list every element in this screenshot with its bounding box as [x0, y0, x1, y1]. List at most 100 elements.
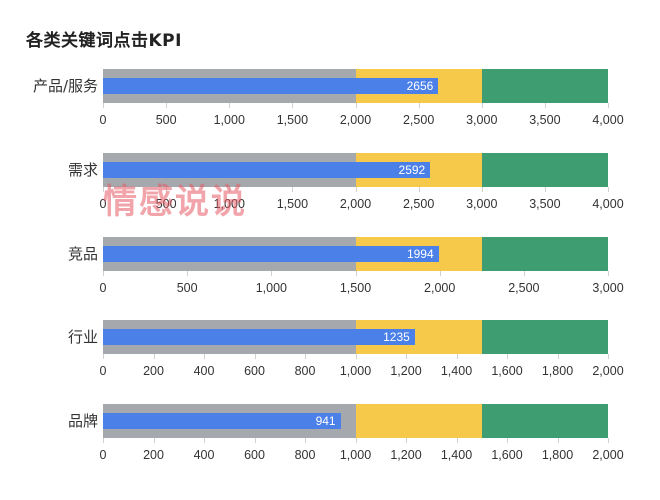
axis-tick-label: 2,500: [402, 113, 435, 127]
axis-tick-label: 4,000: [592, 113, 624, 127]
bullet-row: 需求 2592 0 500 1,000 1,500 2,000 2,500 3,000 3,500…: [0, 153, 660, 233]
bullet-plot: 2656: [103, 69, 608, 103]
axis-tick-label: 1,800: [541, 448, 574, 462]
axis-tick-label: 1,400: [440, 448, 473, 462]
row-label: 需求: [67, 161, 98, 179]
axis-tick-label: 1,500: [339, 281, 372, 295]
axis-tick-label: 3,500: [529, 197, 561, 211]
actual-value-bar[interactable]: 2592: [103, 162, 431, 178]
actual-value-bar[interactable]: 2656: [103, 78, 439, 94]
bar-value-label: 2656: [406, 79, 434, 93]
actual-value-bar[interactable]: 941: [103, 413, 341, 429]
axis-tick-label: 800: [294, 364, 316, 378]
axis-tick: [608, 103, 609, 108]
axis-tick: [292, 187, 294, 192]
actual-value-bar[interactable]: 1235: [103, 329, 415, 345]
axis-tick: [187, 271, 189, 276]
axis-tick-label: 1,800: [541, 364, 574, 378]
row-label: 产品/服务: [32, 77, 98, 95]
axis-tick: [103, 187, 104, 192]
row-label: 品牌: [67, 412, 98, 430]
range-band-good: [481, 237, 608, 271]
axis-tick-label: 3,000: [466, 197, 498, 211]
axis-tick-label: 200: [143, 364, 164, 378]
axis-tick-label: 1,200: [390, 364, 422, 378]
axis-tick-label: 1,200: [390, 448, 422, 462]
bullet-plot: 2592: [103, 153, 608, 187]
axis-tick-label: 400: [193, 448, 215, 462]
axis-tick: [254, 438, 256, 443]
axis-tick-label: 2,000: [339, 197, 372, 211]
axis-tick: [355, 103, 357, 108]
bar-value-label: 1994: [406, 247, 434, 261]
axis-tick-label: 1,000: [213, 113, 245, 127]
axis-tick-label: 400: [193, 364, 215, 378]
axis-tick-label: 500: [155, 197, 177, 211]
axis-tick-label: 1,000: [213, 197, 245, 211]
x-axis: 0 500 1,000 1,500 2,000 2,500 3,000: [100, 271, 624, 301]
x-axis: 0 200 400 600 800 1,000 1,200 1,400 1,600 1,800 2,…: [100, 438, 624, 468]
axis-tick-label: 500: [176, 281, 198, 295]
axis-tick-label: 1,000: [339, 448, 372, 462]
axis-tick: [523, 271, 525, 276]
axis-tick-label: 3,000: [466, 113, 498, 127]
axis-tick: [271, 271, 273, 276]
axis-tick: [355, 187, 357, 192]
axis-tick: [406, 438, 407, 443]
chart-title: 各类关键词点击KPI: [26, 31, 182, 51]
axis-tick: [204, 354, 205, 359]
row-label: 行业: [67, 328, 98, 346]
axis-tick: [153, 354, 155, 359]
bullet-row: 竞品 1994 0 500 1,000 1,500 2,000 2,500 3,000: [0, 237, 660, 317]
axis-tick-label: 1,600: [491, 364, 523, 378]
bar-value-label: 2592: [398, 163, 426, 177]
axis-tick-label: 600: [244, 364, 265, 378]
axis-tick-label: 0: [99, 113, 107, 127]
axis-tick: [507, 438, 508, 443]
axis-tick: [355, 271, 357, 276]
bullet-plot: 941: [103, 404, 608, 438]
range-band-good: [481, 69, 608, 103]
axis-tick: [103, 438, 104, 443]
axis-tick: [544, 103, 546, 108]
axis-tick: [557, 354, 559, 359]
axis-tick: [355, 438, 357, 443]
axis-tick-label: 2,500: [508, 281, 540, 295]
axis-tick: [507, 354, 508, 359]
axis-tick: [166, 103, 168, 108]
axis-tick-label: 800: [294, 448, 316, 462]
x-axis: 0 200 400 600 800 1,000 1,200 1,400 1,600 1,800 2,…: [100, 354, 624, 384]
axis-tick-label: 1,000: [339, 364, 372, 378]
bullet-row: 产品/服务 2656 0 500 1,000 1,500 2,000 2,500 3,000 3,…: [0, 69, 660, 149]
axis-tick: [456, 438, 458, 443]
axis-tick: [355, 354, 357, 359]
range-band-good: [481, 320, 608, 354]
axis-tick-label: 2,000: [424, 281, 456, 295]
axis-tick-label: 1,500: [276, 113, 309, 127]
axis-tick-label: 1,000: [255, 281, 287, 295]
axis-tick-label: 2,000: [339, 113, 372, 127]
axis-tick: [229, 103, 231, 108]
axis-tick-label: 1,600: [491, 448, 523, 462]
axis-tick: [305, 438, 306, 443]
axis-tick: [406, 354, 407, 359]
axis-tick-label: 2,000: [592, 448, 624, 462]
bullet-row: 行业 1235 0 200 400 600 800 1,000 1,200 1,400 1,600 1…: [0, 320, 660, 400]
axis-tick: [254, 354, 256, 359]
axis-tick: [481, 187, 483, 192]
bar-value-label: 1235: [383, 330, 410, 344]
axis-tick: [557, 438, 559, 443]
axis-tick: [153, 438, 155, 443]
x-axis: 0 500 1,000 1,500 2,000 2,500 3,000 3,500 4,000: [99, 103, 624, 133]
axis-tick: [103, 271, 104, 276]
axis-tick: [544, 187, 546, 192]
axis-tick: [103, 103, 104, 108]
axis-tick-label: 1,500: [276, 197, 309, 211]
axis-tick: [608, 271, 609, 276]
actual-value-bar[interactable]: 1994: [103, 246, 439, 262]
axis-tick-label: 3,500: [529, 113, 561, 127]
axis-tick: [608, 438, 609, 443]
axis-tick: [103, 354, 104, 359]
axis-tick-label: 2,000: [592, 364, 624, 378]
axis-tick: [456, 354, 458, 359]
